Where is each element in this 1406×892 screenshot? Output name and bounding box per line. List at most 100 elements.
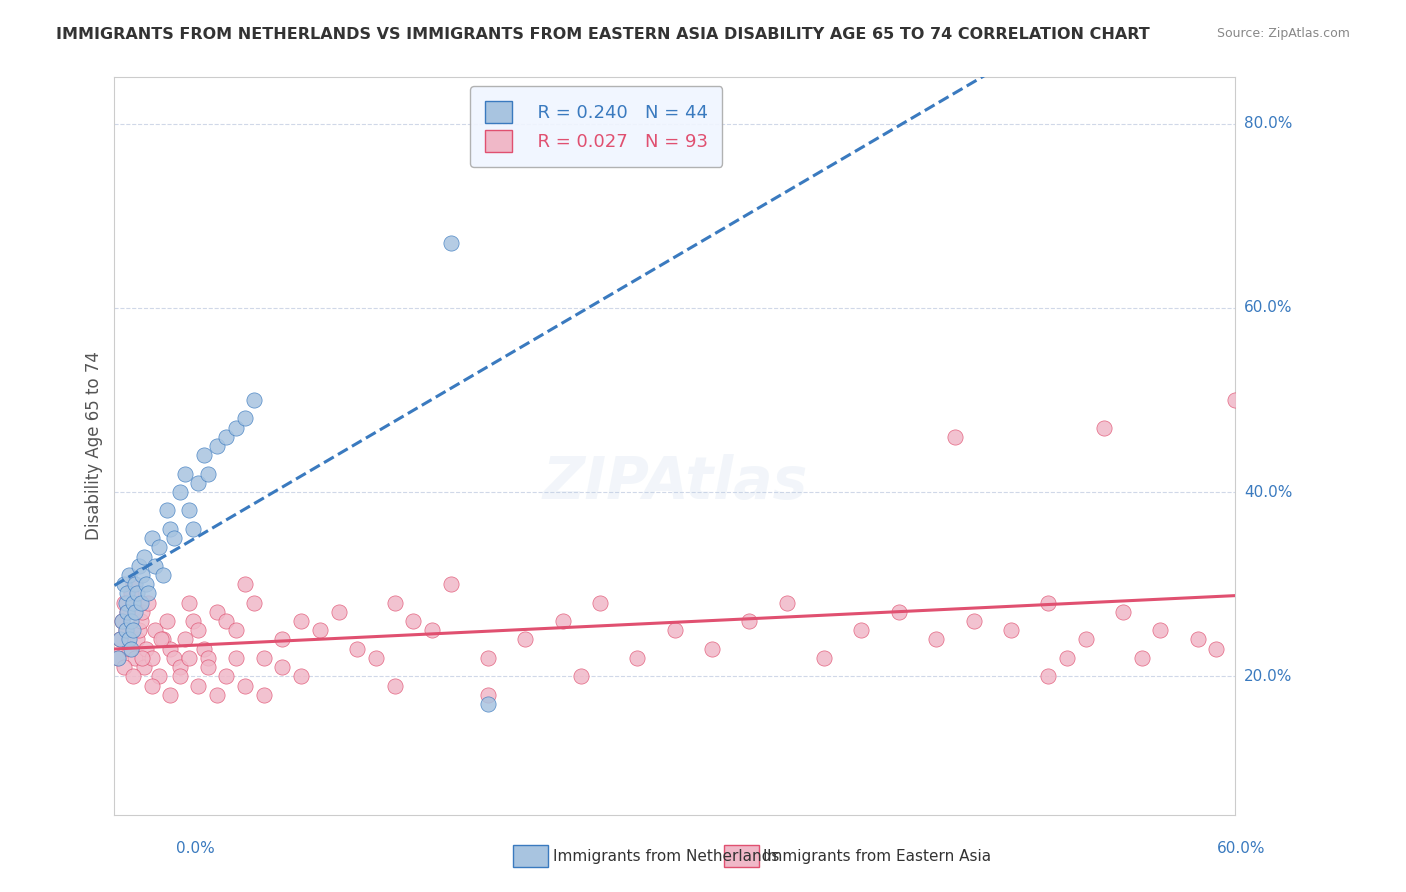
Point xyxy=(152,568,174,582)
Point xyxy=(477,697,499,711)
Point xyxy=(169,669,191,683)
Point xyxy=(131,651,153,665)
Point xyxy=(163,651,186,665)
Point xyxy=(114,624,136,638)
Point xyxy=(515,632,537,647)
Point xyxy=(179,503,201,517)
Point xyxy=(112,596,135,610)
Point xyxy=(308,624,330,638)
Point xyxy=(290,614,312,628)
Point xyxy=(131,568,153,582)
Point xyxy=(118,568,141,582)
Point xyxy=(174,632,197,647)
Point xyxy=(187,679,209,693)
Point xyxy=(108,632,131,647)
Point xyxy=(243,596,266,610)
Point xyxy=(134,660,156,674)
Point xyxy=(117,586,139,600)
Point xyxy=(205,605,228,619)
Point xyxy=(148,669,170,683)
Point xyxy=(131,605,153,619)
Point xyxy=(197,651,219,665)
Text: Immigrants from Netherlands: Immigrants from Netherlands xyxy=(553,849,779,863)
Point xyxy=(851,624,873,638)
Point xyxy=(181,614,204,628)
Legend:   R = 0.240   N = 44,   R = 0.027   N = 93: R = 0.240 N = 44, R = 0.027 N = 93 xyxy=(470,87,723,167)
Point xyxy=(1149,624,1171,638)
Point xyxy=(118,632,141,647)
Point xyxy=(384,679,406,693)
Point xyxy=(169,485,191,500)
Point xyxy=(135,577,157,591)
Point xyxy=(233,679,256,693)
Point xyxy=(253,688,276,702)
Point xyxy=(112,660,135,674)
Point xyxy=(290,669,312,683)
Point xyxy=(141,531,163,545)
Point xyxy=(253,651,276,665)
Point xyxy=(225,651,247,665)
Point xyxy=(148,541,170,555)
Point xyxy=(145,558,167,573)
Point xyxy=(163,531,186,545)
Point xyxy=(197,467,219,481)
Point xyxy=(179,596,201,610)
Point xyxy=(477,651,499,665)
Text: 80.0%: 80.0% xyxy=(1244,116,1292,131)
Point xyxy=(136,596,159,610)
Point xyxy=(120,641,142,656)
Text: 60.0%: 60.0% xyxy=(1218,841,1265,856)
Point xyxy=(141,679,163,693)
Point xyxy=(122,624,145,638)
Point xyxy=(124,605,146,619)
Point xyxy=(1000,624,1022,638)
Point xyxy=(215,614,238,628)
Point xyxy=(141,651,163,665)
Point xyxy=(129,596,152,610)
Point xyxy=(589,596,612,610)
Point xyxy=(114,596,136,610)
Point xyxy=(700,641,723,656)
Point xyxy=(159,688,181,702)
Point xyxy=(129,614,152,628)
Point xyxy=(477,688,499,702)
Point xyxy=(145,624,167,638)
Point xyxy=(187,475,209,490)
Point xyxy=(117,605,139,619)
Point xyxy=(120,586,142,600)
Point xyxy=(402,614,425,628)
Point xyxy=(128,624,150,638)
Point xyxy=(114,624,136,638)
Y-axis label: Disability Age 65 to 74: Disability Age 65 to 74 xyxy=(86,351,103,541)
Point xyxy=(125,586,148,600)
Point xyxy=(364,651,387,665)
Text: ZIPAtlas: ZIPAtlas xyxy=(543,454,807,511)
Point xyxy=(887,605,910,619)
Point xyxy=(243,392,266,407)
Point xyxy=(1112,605,1135,619)
Point xyxy=(1074,632,1097,647)
Point xyxy=(384,596,406,610)
Point xyxy=(569,669,592,683)
Point xyxy=(215,669,238,683)
Point xyxy=(156,503,179,517)
Point xyxy=(776,596,799,610)
Point xyxy=(420,624,443,638)
Point xyxy=(193,641,215,656)
Point xyxy=(193,448,215,462)
Point xyxy=(439,236,461,251)
Point xyxy=(551,614,574,628)
Point xyxy=(205,688,228,702)
Point xyxy=(225,624,247,638)
Text: 60.0%: 60.0% xyxy=(1244,301,1294,315)
Point xyxy=(124,577,146,591)
Point xyxy=(205,439,228,453)
Text: 0.0%: 0.0% xyxy=(176,841,215,856)
Point xyxy=(664,624,686,638)
Point xyxy=(943,430,966,444)
Point xyxy=(328,605,350,619)
Point xyxy=(225,420,247,434)
Point xyxy=(107,651,129,665)
Point xyxy=(197,660,219,674)
Point xyxy=(626,651,648,665)
